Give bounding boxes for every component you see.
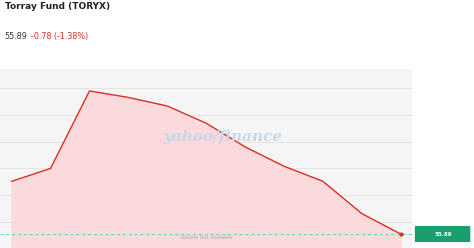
FancyBboxPatch shape [415, 226, 470, 242]
Text: yahoo/finance: yahoo/finance [163, 130, 282, 144]
Text: -0.78 (-1.38%): -0.78 (-1.38%) [31, 32, 88, 41]
Text: Torray Fund (TORYX): Torray Fund (TORYX) [5, 2, 110, 11]
Text: 55.89: 55.89 [434, 232, 452, 237]
Text: Volume Not Available: Volume Not Available [180, 235, 232, 240]
Text: 55.89: 55.89 [5, 32, 27, 41]
